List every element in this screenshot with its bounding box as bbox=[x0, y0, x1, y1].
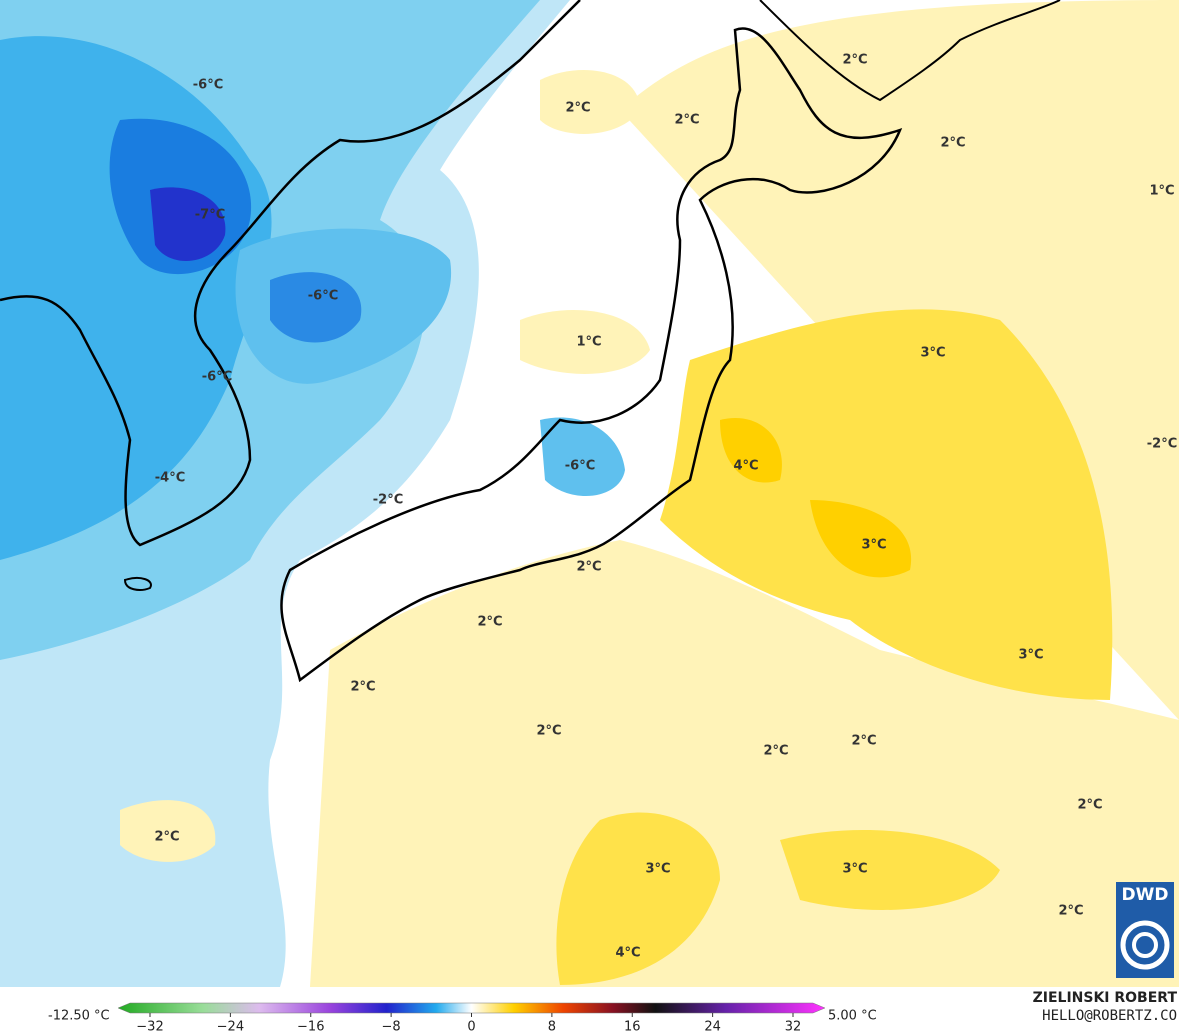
contour-label: 2°C bbox=[1077, 798, 1102, 813]
colorbar-tick-label: 32 bbox=[785, 1020, 802, 1035]
contour-label: 2°C bbox=[842, 53, 867, 68]
colorbar-tick-label: −8 bbox=[382, 1020, 401, 1035]
contour-label: 2°C bbox=[154, 830, 179, 845]
contour-label: 3°C bbox=[645, 862, 670, 877]
contour-label: 3°C bbox=[1018, 648, 1043, 663]
contour-label: -2°C bbox=[373, 493, 403, 508]
contour-label: 2°C bbox=[1058, 904, 1083, 919]
logo-text: DWD bbox=[1122, 885, 1169, 905]
contour-label: -6°C bbox=[202, 370, 232, 385]
dwd-logo: DWD bbox=[1116, 882, 1174, 978]
contour-label: 2°C bbox=[851, 734, 876, 749]
contour-label: -4°C bbox=[155, 471, 185, 486]
contour-label: -6°C bbox=[193, 78, 223, 93]
contour-label: 2°C bbox=[763, 744, 788, 759]
contour-label: -6°C bbox=[565, 459, 595, 474]
contour-label: 4°C bbox=[615, 946, 640, 961]
contour-label: 4°C bbox=[733, 459, 758, 474]
contour-label: 2°C bbox=[674, 113, 699, 128]
contour-label: -2°C bbox=[1147, 437, 1177, 452]
contour-label: 1°C bbox=[1149, 184, 1174, 199]
credit-email: HELLO@ROBERTZ.CO bbox=[1042, 1008, 1177, 1024]
contour-label: 1°C bbox=[576, 335, 601, 350]
contour-label: 2°C bbox=[536, 724, 561, 739]
colorbar-tick-label: 16 bbox=[624, 1020, 641, 1035]
map bbox=[0, 0, 1179, 987]
contour-label: 3°C bbox=[920, 346, 945, 361]
colorbar-tick-label: −24 bbox=[217, 1020, 244, 1035]
contour-label: 2°C bbox=[350, 680, 375, 695]
contour-label: 3°C bbox=[842, 862, 867, 877]
colorbar-tick-label: 24 bbox=[704, 1020, 721, 1035]
contour-label: 2°C bbox=[940, 136, 965, 151]
contour-label: -6°C bbox=[308, 289, 338, 304]
contour-label: 2°C bbox=[477, 615, 502, 630]
colorbar-min: -12.50 °C bbox=[48, 1009, 110, 1024]
colorbar-tick-label: −16 bbox=[297, 1020, 324, 1035]
contour-label: 2°C bbox=[565, 101, 590, 116]
colorbar-tick-label: −32 bbox=[136, 1020, 163, 1035]
contour-label: -7°C bbox=[195, 208, 225, 223]
colorbar-max: 5.00 °C bbox=[828, 1009, 877, 1024]
colorbar-tick-label: 8 bbox=[548, 1020, 556, 1035]
contour-label: 2°C bbox=[576, 560, 601, 575]
colorbar: -12.50 °C 5.00 °C −32 −24 −16 −8 0 8 16 24 32 bbox=[48, 1002, 877, 1035]
credit-name: ZIELINSKI ROBERT bbox=[1033, 990, 1178, 1006]
colorbar-tick-label: 0 bbox=[467, 1020, 475, 1035]
contour-label: 3°C bbox=[861, 538, 886, 553]
